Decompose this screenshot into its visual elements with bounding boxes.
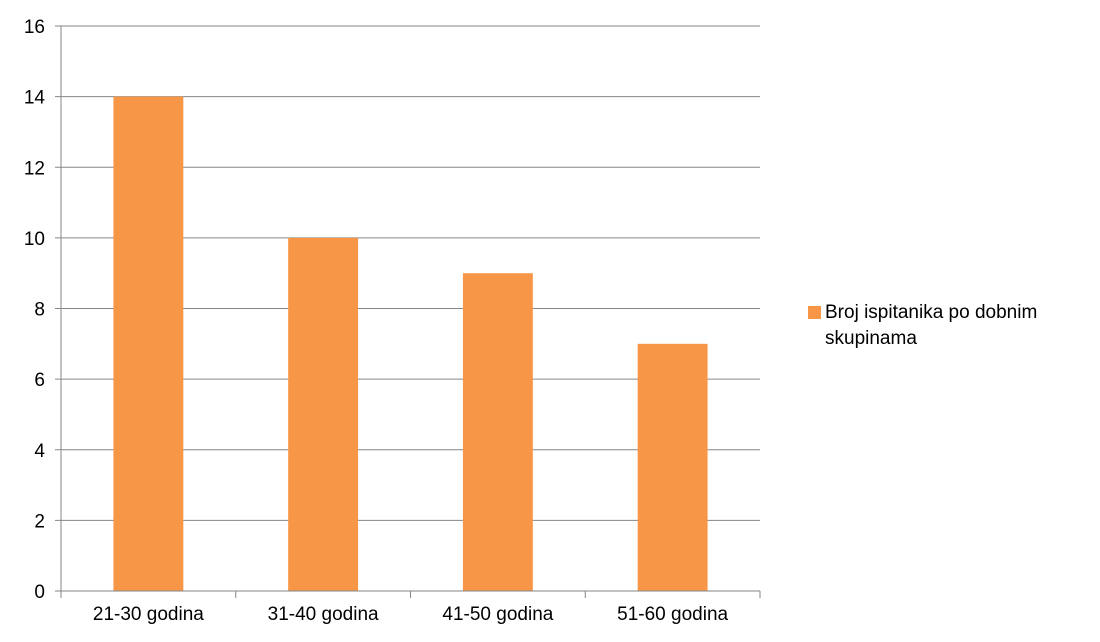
legend-swatch [808,306,821,319]
legend: Broj ispitanika po dobnim skupinama [808,300,1098,352]
bar [113,96,184,591]
legend-label: Broj ispitanika po dobnim skupinama [825,302,1038,349]
x-tick-label: 51-60 godina [617,604,728,625]
y-tick-label: 16 [24,17,45,38]
y-tick-label: 12 [24,158,45,179]
bar [462,273,533,591]
x-tick-label: 21-30 godina [93,604,204,625]
y-tick-label: 14 [24,88,46,109]
bar [637,343,708,591]
y-tick-label: 8 [34,300,45,321]
y-tick-label: 0 [34,582,45,603]
y-tick-label: 4 [34,441,45,462]
bar [288,237,359,591]
axes [55,25,761,598]
x-tick-label: 31-40 godina [268,604,379,625]
y-tick-label: 6 [34,370,45,391]
y-tick-label: 10 [24,229,45,250]
x-tick-label: 41-50 godina [442,604,553,625]
x-axis-tick-labels: 21-30 godina 31-40 godina 41-50 godina 51-6… [93,604,729,625]
bars [113,96,708,591]
y-tick-label: 2 [34,511,45,532]
y-axis-tick-labels: 0 2 4 6 8 10 12 14 16 [24,17,46,603]
